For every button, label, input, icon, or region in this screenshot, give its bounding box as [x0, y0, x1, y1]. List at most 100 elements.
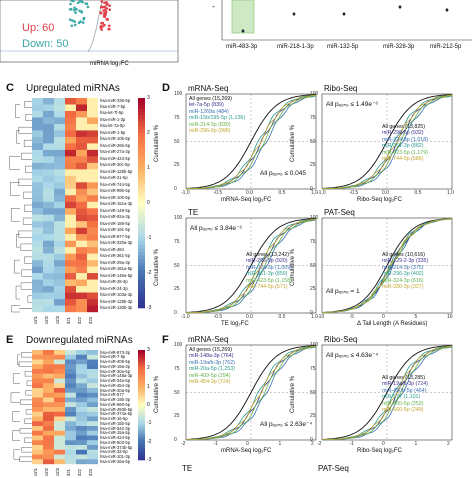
cdf-ytick: 25	[310, 413, 316, 420]
colorbar-segment	[138, 392, 145, 395]
heatmap-cell	[32, 266, 43, 274]
cdf-legend-entry: miR-214-3p (375)	[382, 264, 424, 271]
cdf-ylabel: Cumulative %	[290, 248, 296, 286]
heatmap-row-label: hsa-miR-28-3p	[100, 279, 128, 285]
colorbar-segment	[138, 423, 145, 426]
heatmap-cell	[65, 110, 76, 118]
heatmap-cell	[76, 234, 87, 241]
heatmap-row-label: hsa-miR-16-5p	[100, 416, 128, 421]
cdf-pvalue: All pₑₒₙₒ = 1	[326, 288, 360, 295]
volcano-up-point	[106, 2, 109, 6]
cdf-xlabel: Δ Tail Length (A Residues)	[357, 321, 428, 327]
volcano-up-point	[102, 9, 105, 12]
heatmap-cell	[32, 440, 43, 446]
colorbar-segment	[138, 416, 145, 419]
heatmap-cell	[76, 369, 87, 374]
volcano-up-point	[108, 24, 111, 28]
colorbar-segment	[138, 454, 145, 457]
cdf-legend-entry: miR-296-3p (996)	[189, 128, 231, 134]
heatmap-cell	[32, 279, 43, 287]
cdf-title-mrna-down: mRNA-Seq	[188, 335, 229, 344]
cdf-title-ribo-down: Ribo-Seq	[324, 335, 358, 344]
volcano-down-point	[71, 19, 74, 22]
colorbar-segment	[138, 108, 145, 113]
heatmap-cell	[32, 98, 43, 105]
volcano-down-point	[73, 6, 76, 9]
cdf-pvalue: All pₑₒₙₒ ≤ 0.045	[260, 170, 307, 177]
heatmap-cell	[43, 98, 54, 105]
heatmap-cell	[32, 169, 43, 177]
heatmap-cell	[32, 369, 43, 374]
volcano-up-point	[103, 11, 106, 15]
heatmap-cell	[54, 221, 65, 228]
colorbar-segment	[138, 234, 145, 239]
heatmap-cell	[65, 430, 76, 436]
colorbar-segment	[138, 381, 145, 384]
dendrogram-branch	[25, 165, 32, 173]
heatmap-cell	[54, 421, 65, 427]
colorbar-segment	[138, 119, 145, 123]
colorbar-segment	[138, 399, 145, 402]
colorbar-segment	[138, 192, 145, 197]
heatmap-cell	[43, 426, 54, 431]
cdf-xtick: -1	[213, 441, 218, 447]
cdf-ytick: 50	[174, 389, 180, 396]
heatmap-cell	[76, 378, 87, 384]
heatmap-cell	[54, 162, 65, 170]
colorbar-segment	[138, 355, 145, 358]
heatmap-cell	[87, 402, 98, 408]
heatmap-cell	[54, 273, 65, 280]
dendrogram-branch	[12, 411, 20, 422]
heatmap-cell	[65, 149, 76, 157]
heatmap-cell	[87, 430, 98, 436]
colorbar-segment	[138, 388, 145, 391]
heatmap-row-label: hsa-miR-27a-3p	[100, 149, 131, 155]
heatmap-row-label: hsa-miR-1-3p	[100, 116, 126, 122]
colorbar-segment	[138, 98, 145, 102]
volcano-up-point	[103, 23, 106, 27]
bar-point	[241, 29, 245, 33]
colorbar-segment	[138, 397, 145, 400]
colorbar-segment	[138, 447, 145, 450]
colorbar-segment	[138, 136, 145, 141]
heatmap-row-label: hsa-miR-19b-3p	[100, 397, 131, 402]
heatmap-cell	[87, 369, 98, 374]
cdf-ytick: 25	[310, 286, 316, 293]
heatmap-cell	[32, 123, 43, 131]
heatmap-row-label: hsa-miR-877-5p	[100, 233, 131, 239]
cdf-title-ribo-up: Ribo-Seq	[324, 84, 358, 93]
heatmap-cell	[76, 411, 87, 417]
heatmap-cell	[32, 227, 43, 235]
colorbar-segment	[138, 224, 145, 228]
colorbar-segment	[138, 280, 145, 284]
heatmap-cell	[32, 214, 43, 222]
bar-category-label: miR-328-3p	[383, 44, 415, 50]
cdf-xtick: 1.0	[311, 314, 318, 320]
heatmap-cell	[32, 136, 43, 144]
volcano-down-point	[80, 10, 83, 14]
heatmap-cell	[87, 234, 98, 241]
heatmap-row-label: hsa-miR-26b-5p	[100, 142, 131, 148]
volcano-down-point	[73, 8, 76, 12]
heatmap-cell	[76, 373, 87, 379]
colorbar-segment	[138, 390, 145, 393]
dendrogram-branch	[14, 259, 20, 274]
barplot: -	[212, 0, 472, 41]
heatmap-row-label: hsa-miR-149-5p	[100, 207, 131, 213]
colorbar-segment	[138, 350, 145, 353]
heatmap-cell	[43, 397, 54, 403]
cdf-xtick: -1.0	[317, 190, 326, 196]
colorbar-segment	[138, 403, 145, 406]
cdf-ytick: 100	[174, 91, 183, 97]
colorbar-segment	[138, 412, 145, 415]
heatmap-cell	[76, 260, 87, 267]
heatmap-cell	[43, 169, 54, 177]
cdf-legend-entry: miR-324-3p (616)	[382, 277, 424, 284]
heatmap-cell	[65, 104, 76, 112]
cdf-xtick: -5	[349, 314, 354, 320]
heatmap-cell	[65, 292, 76, 300]
heatmap-cell	[76, 156, 87, 164]
heatmap-cell	[54, 208, 65, 215]
dendrogram-branch	[10, 208, 20, 222]
colorbar-tick: -1	[147, 235, 152, 241]
